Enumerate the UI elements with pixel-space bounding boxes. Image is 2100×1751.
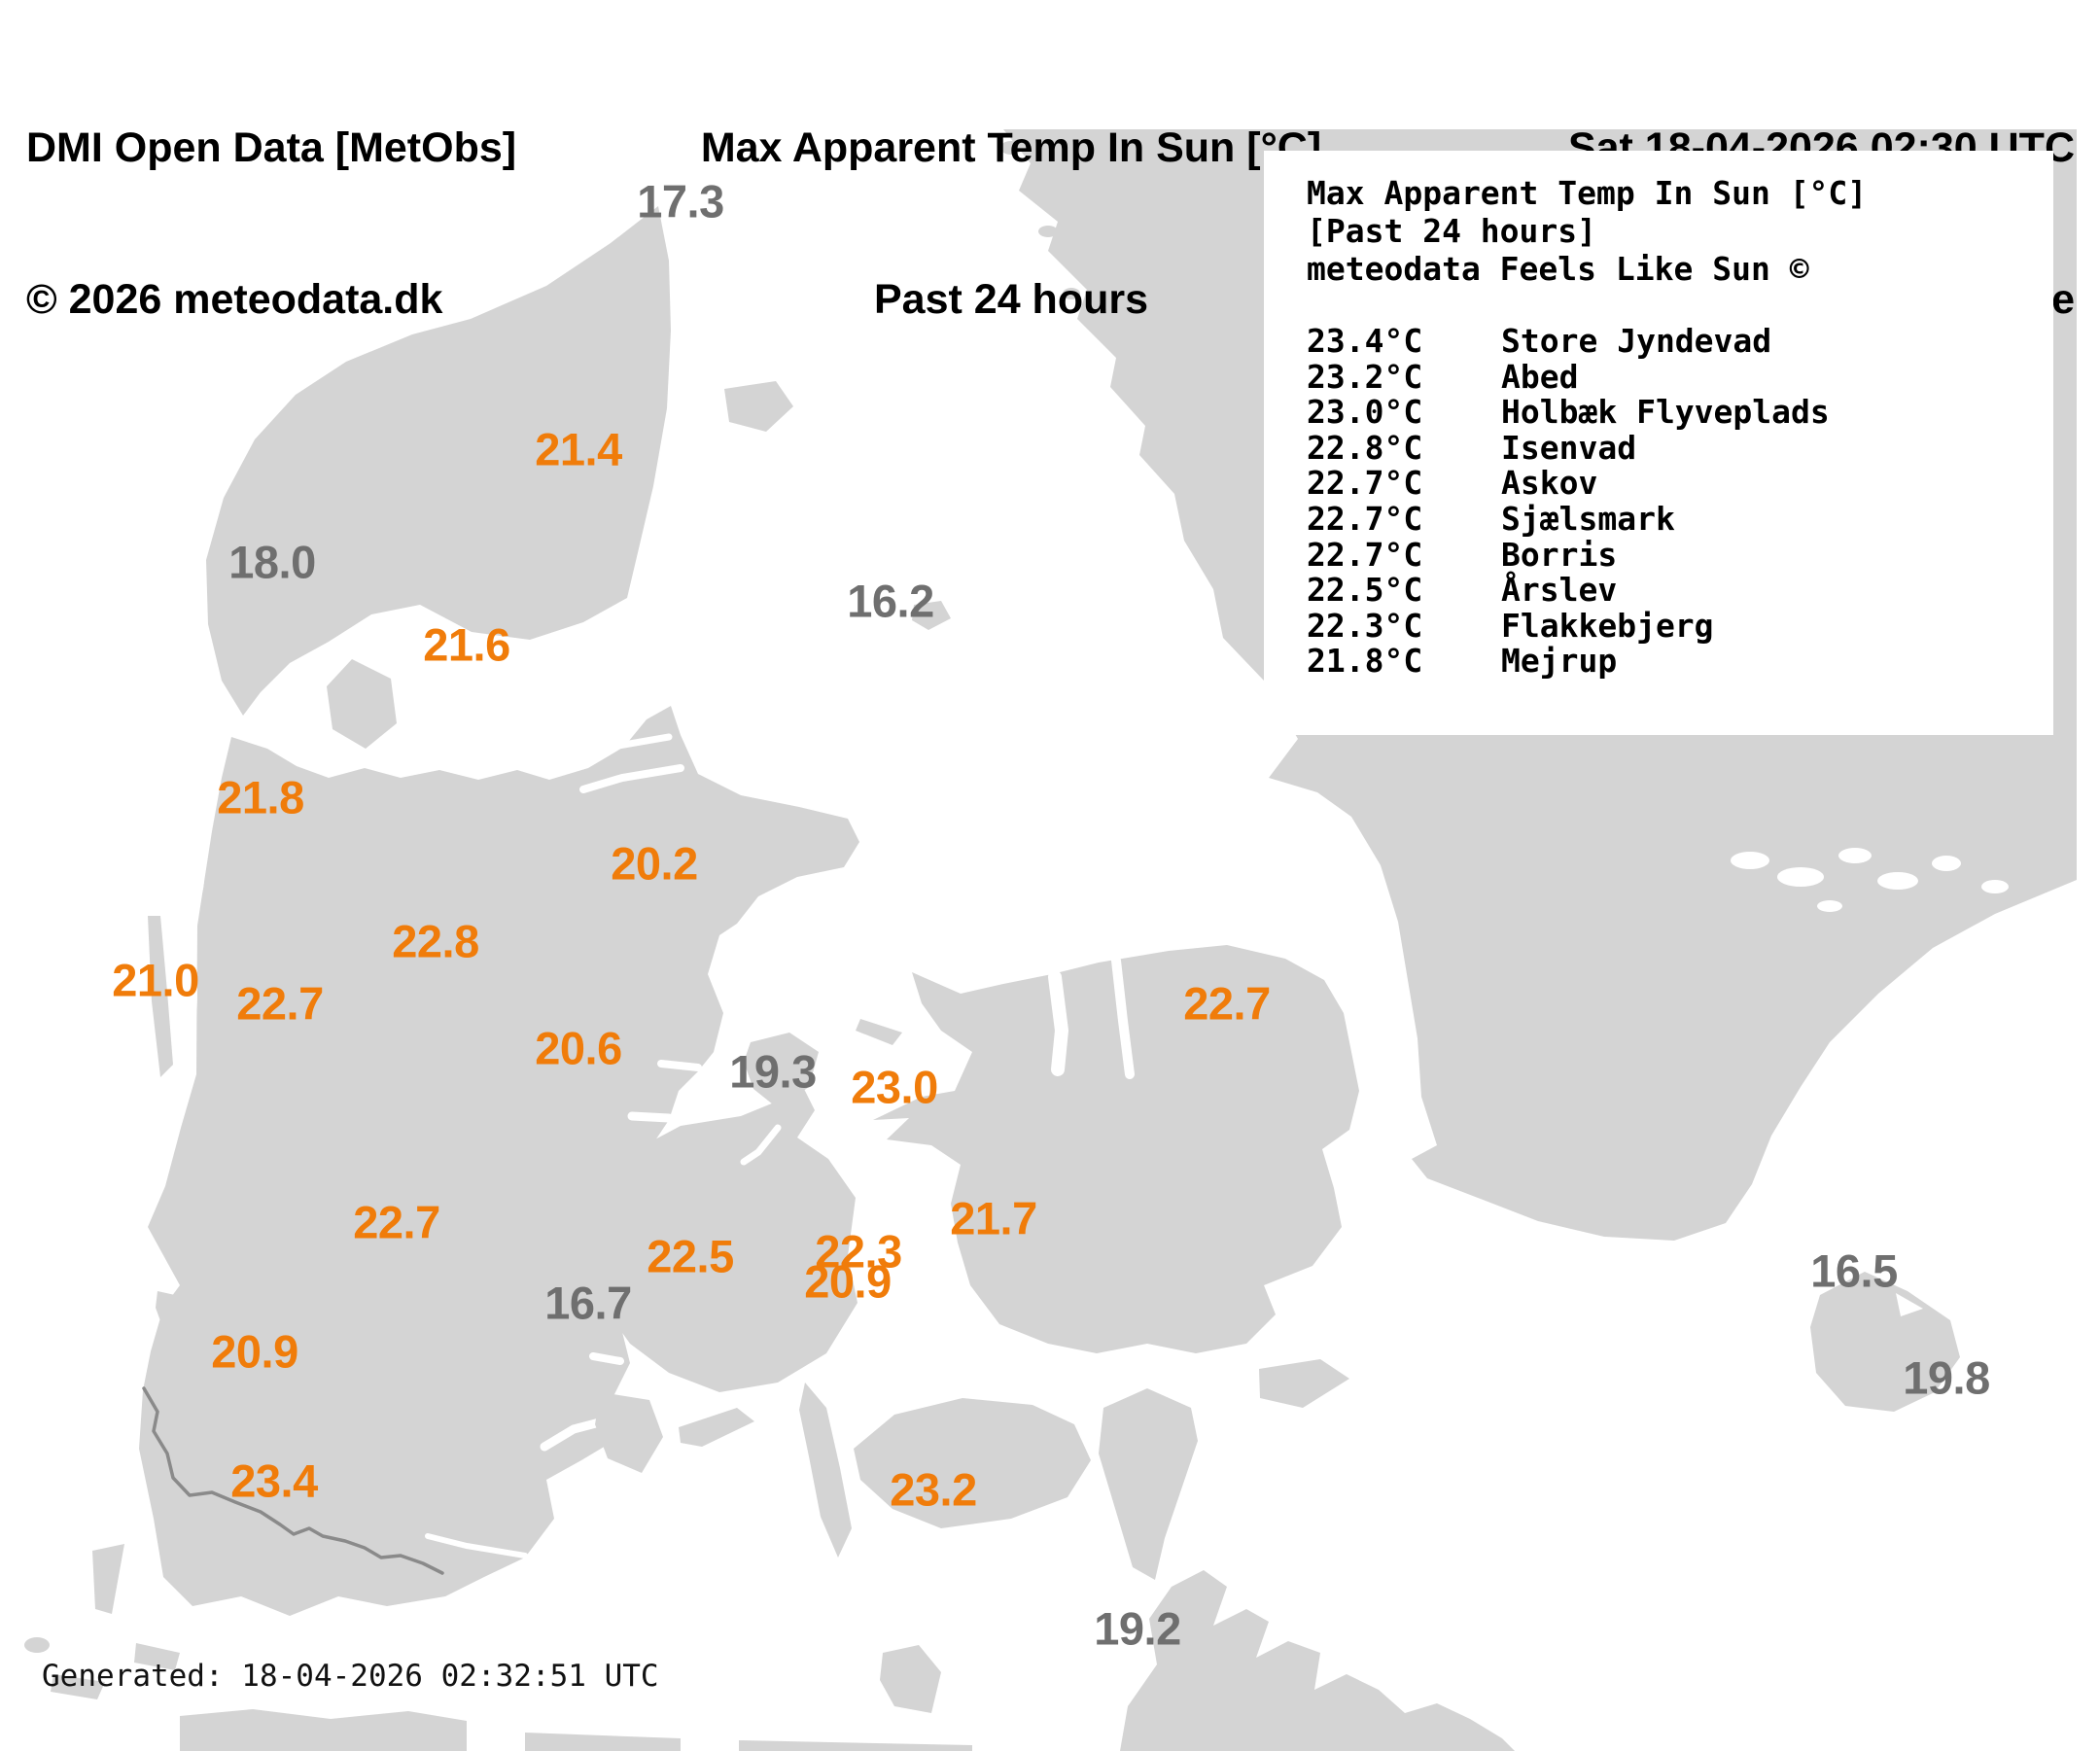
land-fehmarn [880,1645,941,1713]
map-temp-label-land: 20.2 [611,837,698,890]
station-temp: 22.3°C [1307,606,1423,645]
land-mors [327,659,397,749]
station-name: Mejrup [1501,642,1618,681]
station-name: Årslev [1501,571,1618,610]
land-zealand [873,945,1359,1353]
station-name: Flakkebjerg [1501,606,1714,645]
land-anholt [912,601,951,630]
station-temp: 22.7°C [1307,499,1423,538]
station-name: Isenvad [1501,428,1637,467]
map-temp-label-sea: 16.2 [847,575,934,627]
map-temp-label-land: 23.2 [890,1463,977,1516]
station-name: Abed [1501,357,1579,396]
station-name: Holbæk Flyveplads [1501,393,1830,432]
map-temp-label-land: 21.0 [112,954,199,1006]
station-name: Borris [1501,535,1618,574]
map-temp-label-sea: 16.7 [544,1277,632,1329]
map-temp-label-land: 22.8 [392,915,479,967]
map-temp-label-sea: 18.0 [228,536,316,588]
land-falster [1099,1388,1198,1580]
legend-station-row: 23.0°C Holbæk Flyveplads [1307,395,2053,431]
header-copyright: © 2026 meteodata.dk [26,276,443,323]
map-temp-label-sea: 19.2 [1094,1602,1181,1655]
station-temp: 22.7°C [1307,535,1423,574]
map-temp-label-sea: 19.3 [729,1045,817,1098]
germany-south-strips [180,1709,972,1751]
legend-station-list: 23.4°C Store Jyndevad 23.2°C Abed 23.0°C Holb… [1307,322,2053,680]
station-temp: 22.7°C [1307,464,1423,503]
legend-title-line: Max Apparent Temp In Sun [°C] [1307,174,1868,212]
generated-timestamp: Generated: 18-04-2026 02:32:51 UTC [42,1659,659,1694]
legend-station-row: 22.5°C Årslev [1307,573,2053,609]
legend-station-row: 22.7°C Sjælsmark [1307,499,2053,538]
station-name: Askov [1501,464,1598,503]
header-subtitle: Past 24 hours [874,276,1148,323]
odense-fjord [740,1124,782,1166]
header-left: DMI Open Data [MetObs] © 2026 meteodata.… [26,21,516,375]
legend-station-row: 23.2°C Abed [1307,357,2053,396]
map-temp-label-land: 22.7 [236,977,324,1030]
map-temp-label-sea: 16.5 [1810,1244,1898,1297]
legend-spacer [1307,288,2053,324]
station-temp: 22.8°C [1307,428,1423,467]
legend-station-row: 22.7°C Borris [1307,535,2053,574]
map-temp-label-land: 22.7 [353,1196,440,1248]
station-temp: 23.2°C [1307,357,1423,396]
land-sejeroe [856,1019,902,1045]
header-source: DMI Open Data [MetObs] [26,124,517,171]
legend-station-row: 21.8°C Mejrup [1307,644,2053,680]
legend-title-line: [Past 24 hours] [1307,212,1597,250]
map-temp-label-land: 21.7 [950,1192,1037,1244]
legend-station-row: 23.4°C Store Jyndevad [1307,322,2053,360]
map-temp-label-sea: 19.8 [1903,1351,1990,1404]
map-temp-label-sea: 17.3 [637,175,724,228]
map-temp-label-land: 21.8 [217,771,304,823]
map-temp-label-land: 22.5 [647,1230,734,1282]
land-germany-ne [1120,1570,1515,1751]
land-jutland [139,706,859,1616]
header-title: Max Apparent Temp In Sun [°C] [700,124,1322,171]
station-name: Store Jyndevad [1501,322,1772,360]
map-temp-label-land: 20.9 [804,1255,892,1308]
land-bornholm [1810,1272,1960,1412]
legend-box: Max Apparent Temp In Sun [°C] [Past 24 ho… [1264,151,2053,735]
land-funen [583,1087,858,1392]
legend-title-line: meteodata Feels Like Sun © [1307,250,1809,288]
map-temp-label-land: 22.3 [815,1225,902,1278]
land-tunoe [669,1029,692,1042]
station-temp: 22.5°C [1307,571,1423,610]
station-temp: 21.8°C [1307,642,1423,681]
dk-de-border-line [142,1386,444,1575]
map-temp-label-land: 22.7 [1183,977,1271,1030]
legend-station-row: 22.8°C Isenvad [1307,428,2053,467]
legend-station-row: 22.7°C Askov [1307,466,2053,502]
zealand-fjords [1048,956,1135,1079]
map-temp-label-land: 23.0 [851,1061,938,1113]
station-temp: 23.4°C [1307,322,1423,360]
land-aeroe [679,1408,754,1447]
sweden-archipelago [1731,848,2009,912]
legend-station-row: 22.3°C Flakkebjerg [1307,606,2053,645]
legend-title: Max Apparent Temp In Sun [°C] [Past 24 ho… [1307,174,2053,288]
map-temp-label-land: 20.9 [211,1325,298,1378]
map-temp-label-land: 21.4 [535,423,622,475]
land-langeland [799,1383,852,1558]
land-north-jutland [206,206,671,716]
station-name: Sjælsmark [1501,499,1675,538]
header-center: Max Apparent Temp In Sun [°C] Past 24 ho… [622,21,1400,375]
land-moen [1259,1359,1349,1408]
land-als [595,1392,663,1473]
land-laesoe [724,381,793,432]
map-temp-label-land: 20.6 [535,1022,622,1074]
sweden-west-islands [1000,141,1080,299]
west-coast-islands [24,916,190,1699]
map-temp-label-land: 21.6 [423,618,510,671]
bornholm-notch [1896,1293,1923,1316]
station-temp: 23.0°C [1307,393,1423,432]
land-lolland [854,1398,1091,1528]
land-samsoe [744,1033,819,1108]
map-temp-label-land: 23.4 [230,1454,318,1507]
